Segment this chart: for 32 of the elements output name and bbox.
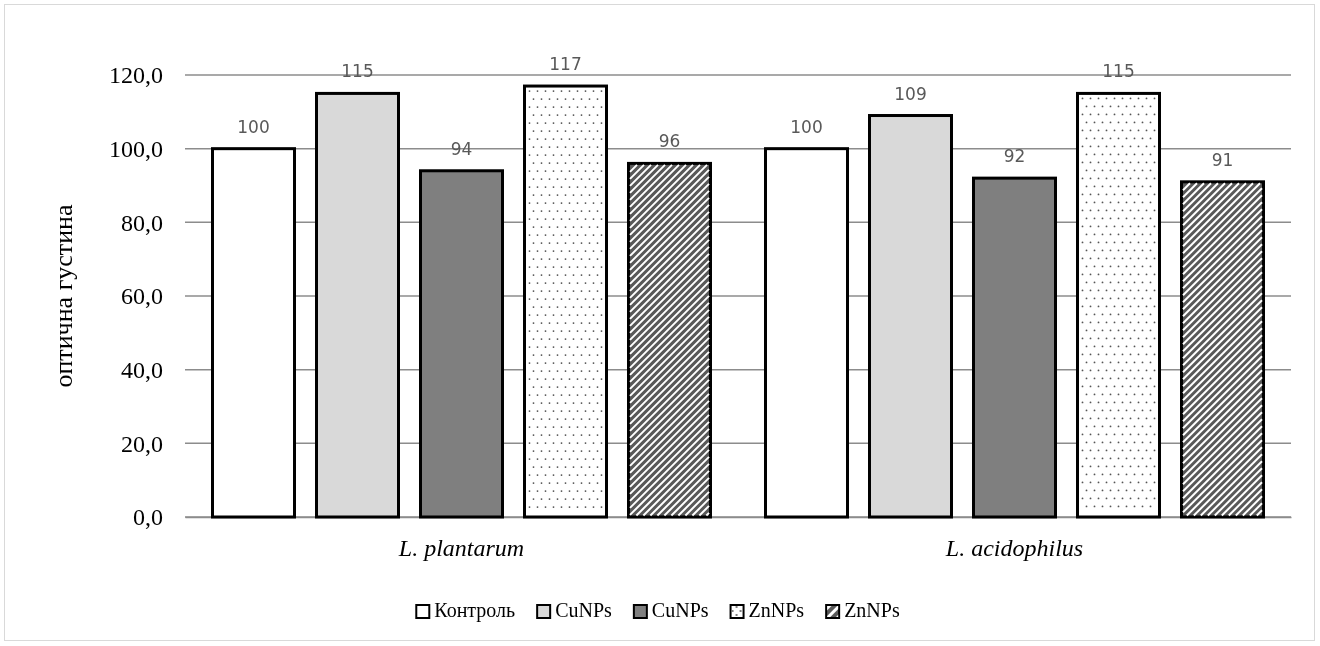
y-axis-title: оптична густина [49, 203, 78, 388]
data-label: 92 [1003, 146, 1026, 167]
legend-label: ZnNPs [844, 599, 900, 621]
bar [868, 114, 953, 519]
y-tick-label: 0,0 [133, 504, 163, 531]
data-label: 115 [341, 61, 374, 82]
bar [419, 169, 504, 519]
x-tick-label: L. plantarum [397, 535, 525, 562]
legend-label: ZnNPs [748, 599, 805, 621]
x-tick-label: L. acidophilus [944, 535, 1084, 562]
y-tick-label: 40,0 [121, 356, 163, 383]
data-label: 115 [1102, 61, 1135, 82]
y-tick-label: 20,0 [121, 430, 163, 457]
legend-label: CuNPs [555, 599, 613, 621]
data-label: 100 [237, 116, 270, 137]
bar [523, 84, 608, 519]
y-tick-label: 120,0 [109, 62, 163, 89]
bar [211, 147, 296, 519]
data-label: 100 [790, 116, 823, 137]
bar [1076, 91, 1161, 519]
data-label: 91 [1211, 149, 1234, 170]
data-label: 96 [658, 131, 681, 152]
legend-label: CuNPs [651, 599, 709, 621]
bar [764, 147, 849, 519]
data-label: 117 [549, 54, 582, 75]
y-tick-label: 80,0 [121, 209, 163, 236]
y-tick-label: 100,0 [109, 135, 163, 162]
bar [972, 176, 1057, 519]
legend-label: Контроль [434, 599, 516, 622]
bar [315, 91, 400, 519]
y-tick-label: 60,0 [121, 283, 163, 310]
data-label: 109 [894, 83, 927, 104]
